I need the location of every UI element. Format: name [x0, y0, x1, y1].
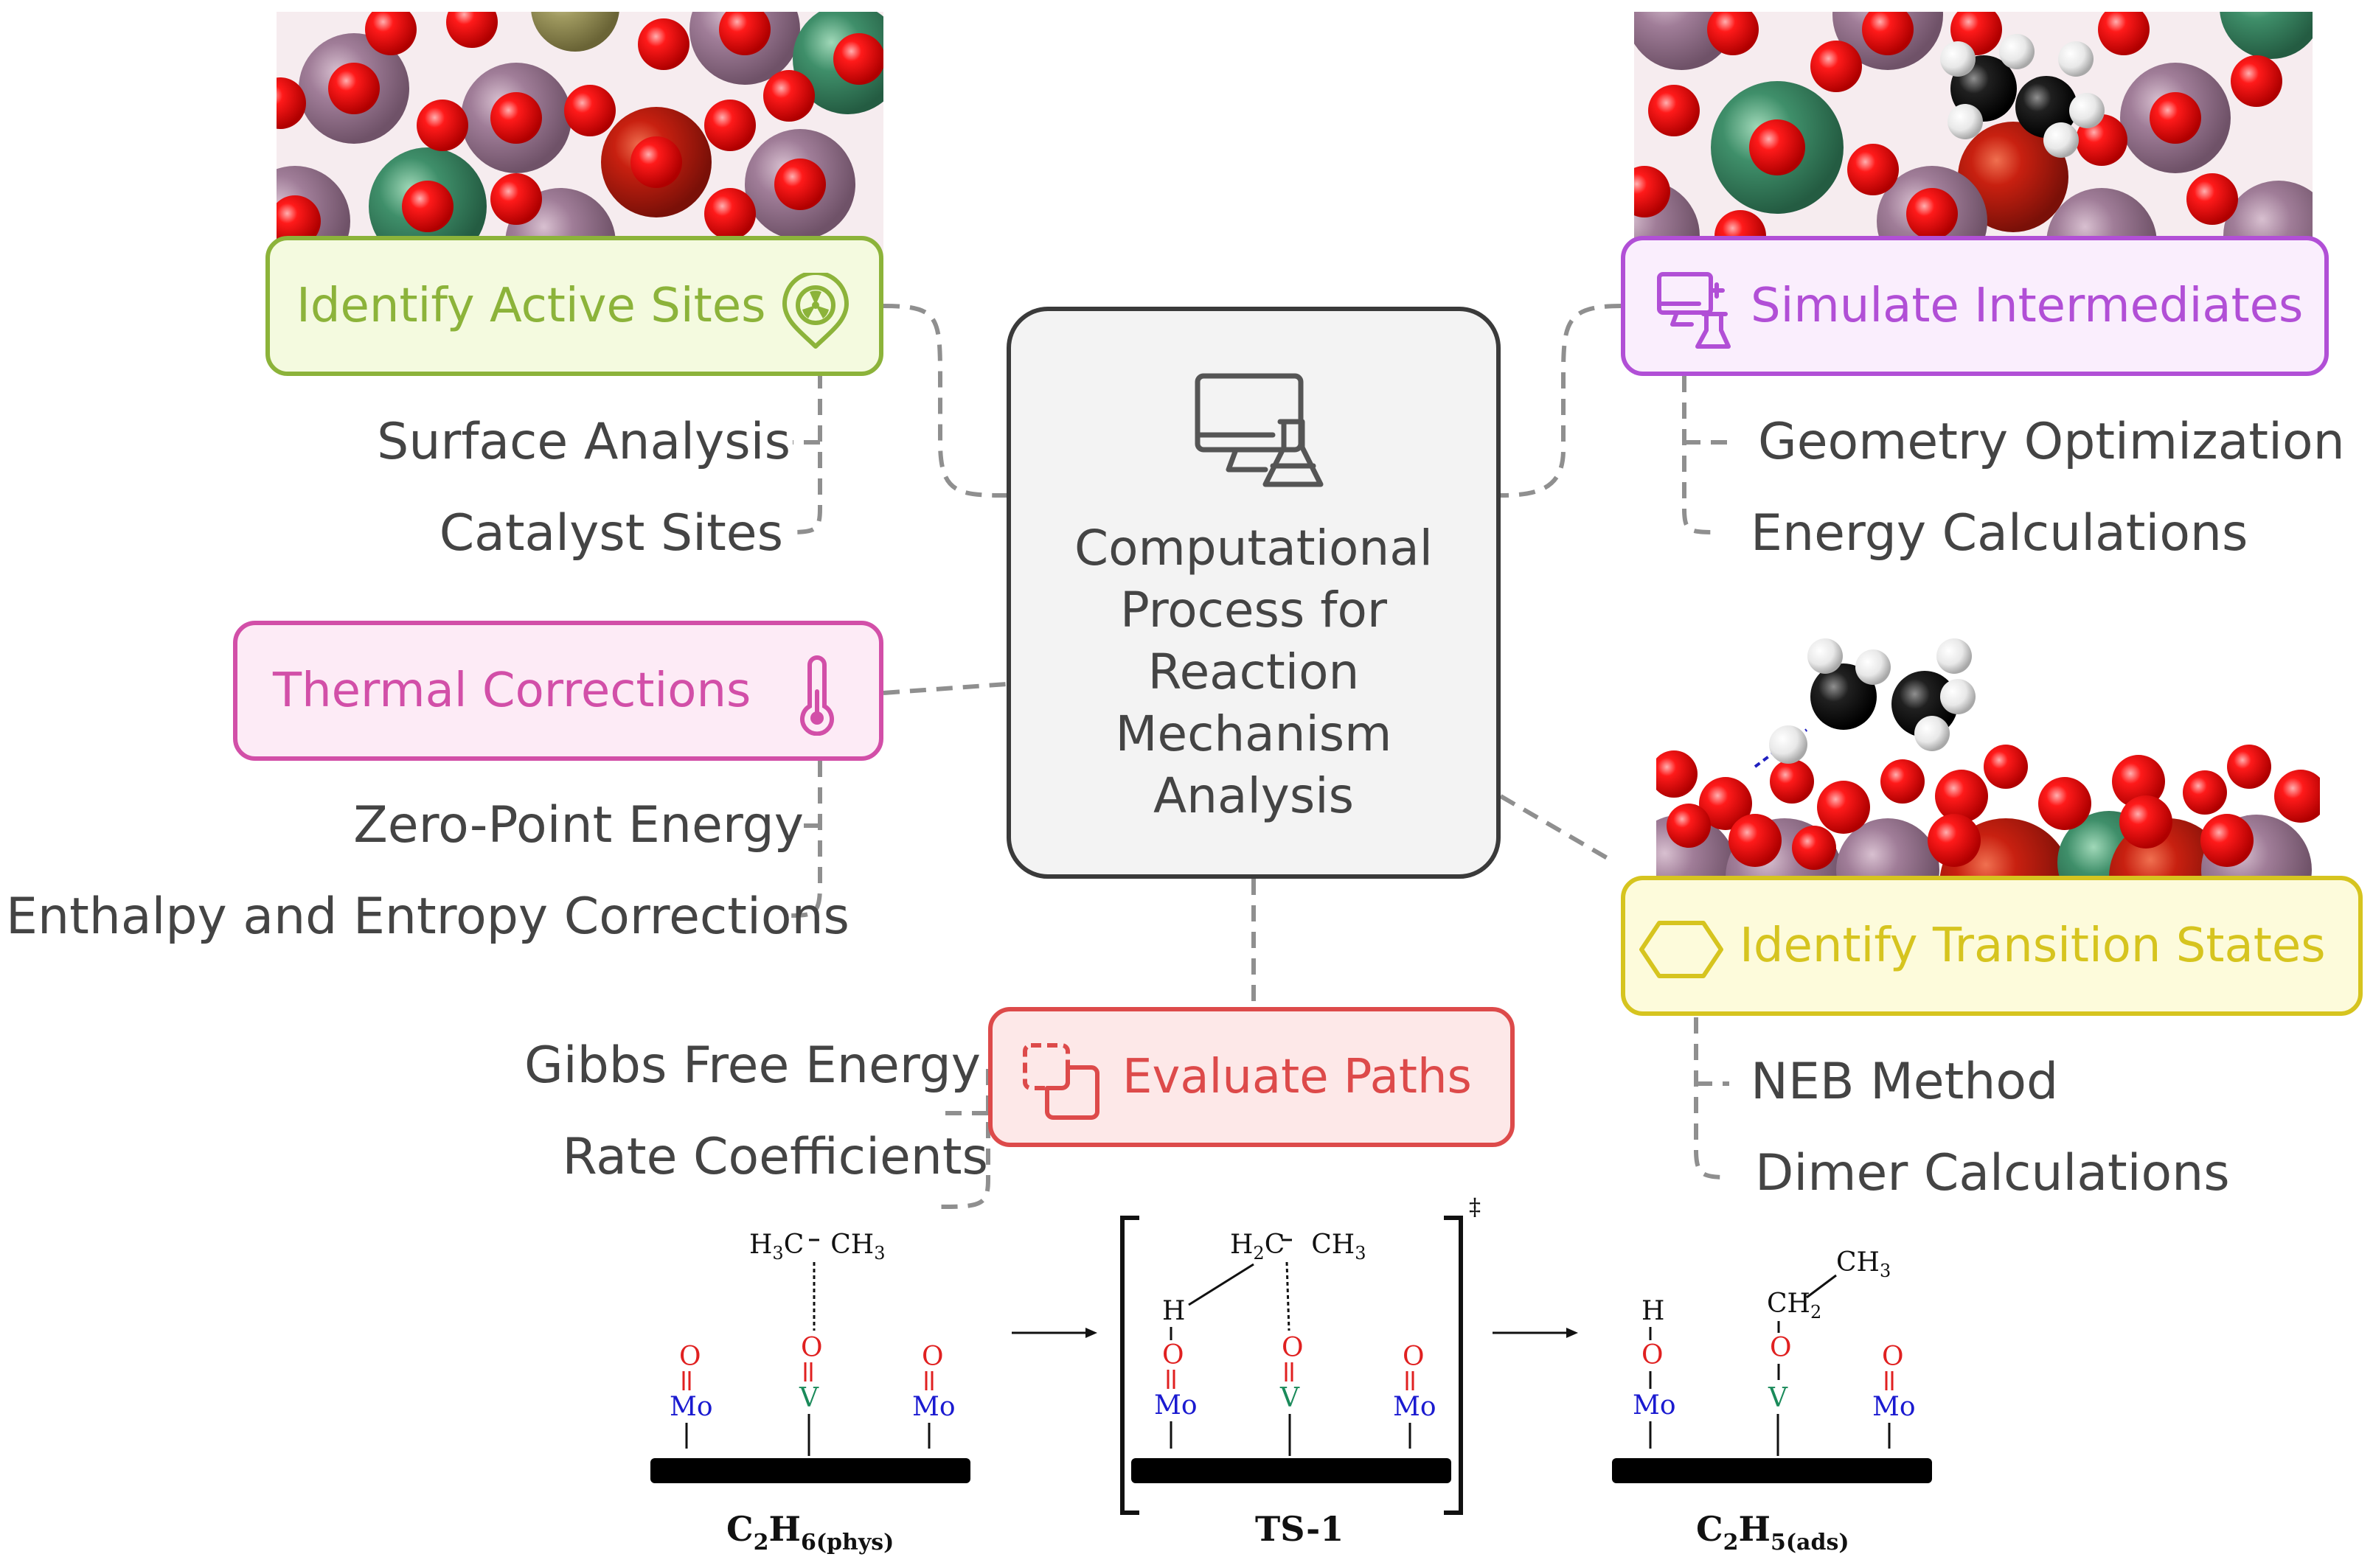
state-label: C2H6(phys) — [726, 1509, 894, 1555]
oxygen-atom: O — [1770, 1333, 1792, 1363]
molybdenum-atom: Mo — [1393, 1392, 1436, 1422]
center-title-line-5: Analysis — [1153, 767, 1354, 824]
state-c2h6-phys: H3C CH3 O Mo O V O Mo C2H6(phys) — [650, 1230, 970, 1555]
center-title-line-1: Computational — [1074, 520, 1433, 576]
molybdenum-atom: Mo — [1872, 1392, 1916, 1422]
oxygen-atom: O — [1282, 1333, 1304, 1363]
center-title-line-4: Mechanism — [1115, 705, 1392, 762]
oxygen-atom: O — [801, 1333, 823, 1363]
intermediates-surface-image — [1634, 12, 2313, 255]
active-sites-box[interactable]: Identify Active Sites — [265, 236, 883, 376]
molecule-label: H2C CH3 — [1230, 1230, 1366, 1264]
computer-flask-icon — [1657, 272, 1731, 349]
molybdenum-atom: Mo — [1633, 1390, 1676, 1421]
thermal-item-2: Enthalpy and Entropy Corrections — [6, 888, 850, 946]
oxygen-atom: O — [1882, 1342, 1904, 1372]
vanadium-atom: V — [1279, 1383, 1300, 1413]
center-title-line-2: Process for — [1119, 582, 1388, 638]
molecule-label: CH3 — [1836, 1247, 1891, 1281]
active-sites-item-1: Surface Analysis — [377, 413, 791, 471]
intermediates-item-2: Energy Calculations — [1751, 504, 2248, 562]
thermal-label: Thermal Corrections — [273, 663, 751, 718]
intermediates-item-1: Geometry Optimization — [1758, 413, 2345, 471]
paths-label: Evaluate Paths — [1122, 1050, 1472, 1104]
transition-label: Identify Transition States — [1740, 919, 2326, 973]
surface-slab — [1131, 1458, 1451, 1483]
oxygen-atom: O — [1403, 1342, 1425, 1372]
connector-transition-items — [1694, 1017, 1730, 1180]
state-label: C2H5(ads) — [1696, 1509, 1849, 1555]
connector-intermediates-items — [1682, 376, 1729, 534]
oxygen-atom: O — [922, 1342, 944, 1372]
thermometer-icon — [800, 655, 834, 736]
molybdenum-atom: Mo — [1154, 1390, 1198, 1421]
hydrogen-atom: H — [1641, 1296, 1664, 1326]
center-title: Computational Process for Reaction Mecha… — [1011, 518, 1496, 827]
state-ts-1: ‡ H2C CH3 H O Mo O V O Mo TS-1 — [1120, 1193, 1481, 1549]
transition-state-image — [1656, 638, 2320, 877]
connector-thermal — [883, 682, 1007, 695]
connector-active-sites-items — [788, 372, 822, 534]
paths-item-2: Rate Coefficients — [562, 1128, 988, 1186]
molybdenum-atom: Mo — [912, 1392, 956, 1422]
molybdenum-atom: Mo — [670, 1392, 713, 1422]
transition-item-1: NEB Method — [1751, 1053, 2059, 1111]
intermediates-box[interactable]: Simulate Intermediates — [1621, 236, 2329, 376]
dashed-squares-icon — [1023, 1043, 1099, 1120]
transition-box[interactable]: Identify Transition States — [1621, 876, 2363, 1016]
active-sites-label: Identify Active Sites — [296, 279, 766, 333]
active-sites-item-2: Catalyst Sites — [439, 504, 783, 562]
connector-transition — [1499, 794, 1616, 865]
surface-slab — [650, 1458, 970, 1483]
center-box: Computational Process for Reaction Mecha… — [1007, 307, 1501, 879]
state-c2h5-ads: H O Mo CH3 CH2 O V O Mo C2H5(ads) — [1612, 1247, 1932, 1555]
connector-intermediates — [1500, 304, 1622, 498]
vanadium-atom: V — [1768, 1383, 1788, 1413]
connector-active-sites — [883, 304, 1007, 498]
intermediates-label: Simulate Intermediates — [1751, 279, 2304, 333]
connector-thermal-items — [788, 761, 822, 918]
oxygen-atom: O — [1162, 1340, 1184, 1370]
oxygen-atom: O — [1641, 1340, 1664, 1370]
transition-item-2: Dimer Calculations — [1755, 1144, 2230, 1202]
thermal-box[interactable]: Thermal Corrections — [233, 621, 883, 761]
center-title-line-3: Reaction — [1147, 644, 1360, 700]
surface-slab — [1612, 1458, 1932, 1483]
connector-paths-items — [939, 1069, 990, 1209]
hazard-badge-icon — [782, 273, 849, 349]
molecule-label: H3C CH3 — [749, 1230, 885, 1264]
molecule-label: CH2 — [1767, 1289, 1821, 1323]
oxygen-atom: O — [679, 1342, 701, 1372]
computer-flask-icon — [1195, 373, 1324, 487]
active-sites-surface-image — [277, 12, 883, 255]
vanadium-atom: V — [799, 1383, 819, 1413]
paths-item-1: Gibbs Free Energy — [524, 1036, 981, 1095]
hydrogen-atom: H — [1162, 1296, 1185, 1326]
paths-box[interactable]: Evaluate Paths — [988, 1007, 1515, 1147]
hexagon-icon — [1639, 921, 1723, 978]
state-label: TS-1 — [1255, 1509, 1344, 1549]
thermal-item-1: Zero-Point Energy — [353, 796, 804, 854]
dagger-symbol: ‡ — [1469, 1193, 1481, 1221]
